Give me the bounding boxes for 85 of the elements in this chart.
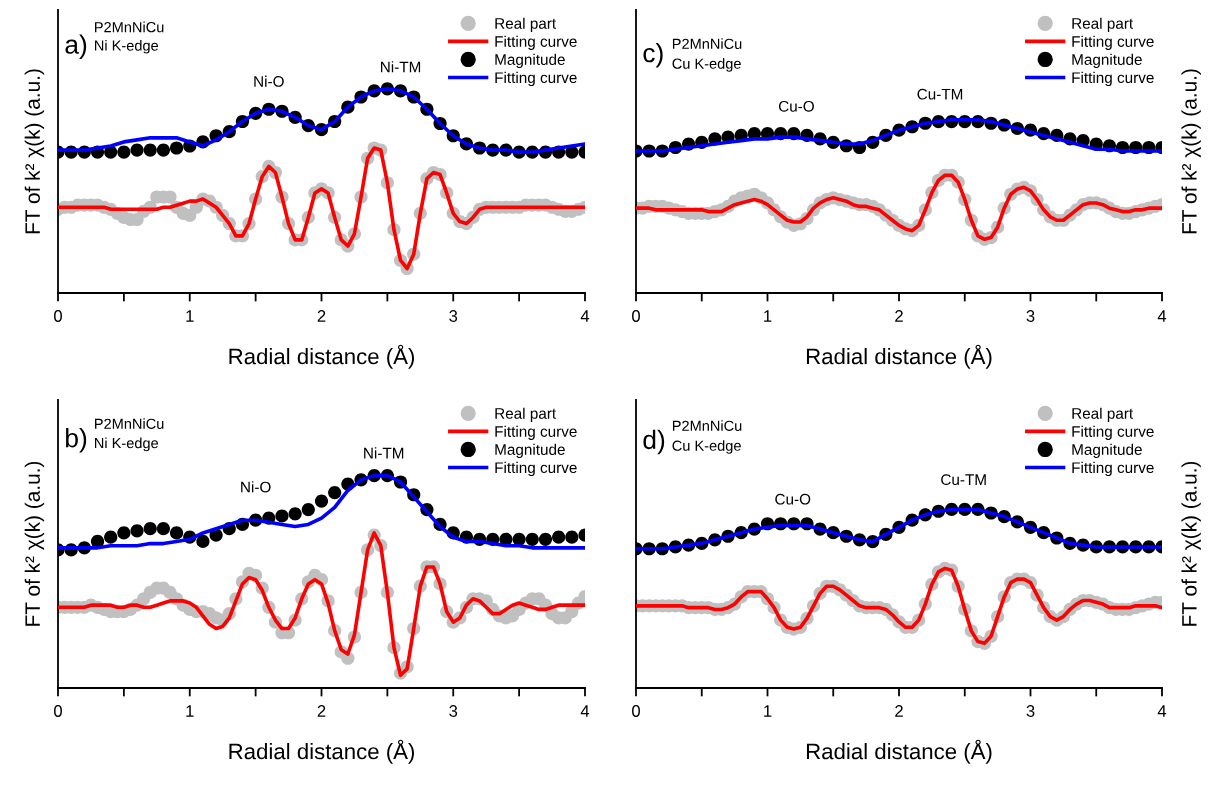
legend-label: Magnitude xyxy=(495,53,565,68)
x-tick-label: 0 xyxy=(632,310,640,322)
y-axis-title: FT of k² χ(k) (a.u.) xyxy=(1181,69,1201,234)
text: Cu-O xyxy=(778,100,814,112)
x-tick-label: 3 xyxy=(1026,310,1035,322)
text: Cu-TM xyxy=(941,474,986,486)
legend-label: Magnitude xyxy=(1072,53,1142,68)
x-tick-label: 2 xyxy=(317,310,326,322)
legend-label: Fitting curve xyxy=(495,461,577,477)
x-tick-label: 1 xyxy=(764,310,772,322)
point xyxy=(275,509,289,523)
legend-label: Fitting curve xyxy=(1072,425,1154,440)
point xyxy=(117,145,131,159)
text: Ni-TM xyxy=(381,61,421,73)
text: P2MnNiCu xyxy=(672,420,742,431)
point xyxy=(130,524,144,538)
x-tick-label: 3 xyxy=(449,705,458,717)
text: d) xyxy=(643,429,665,455)
legend-label: Real part xyxy=(1072,407,1134,422)
point xyxy=(196,534,210,549)
point xyxy=(552,530,566,544)
text: Ni-TM xyxy=(364,447,404,459)
annotation: Ni-O xyxy=(241,481,271,493)
legend-label: Magnitude xyxy=(495,443,565,458)
x-tick-label: 4 xyxy=(1157,310,1167,322)
point xyxy=(301,503,315,517)
y-axis-title: FT of k² χ(k) (a.u.) xyxy=(1181,461,1201,626)
legend-label: Real part xyxy=(1072,17,1134,32)
point xyxy=(117,526,131,540)
legend-label: Fitting curve xyxy=(1072,461,1154,477)
text: P2MnNiCu xyxy=(95,21,164,33)
point xyxy=(143,143,157,157)
x-tick-label: 0 xyxy=(632,705,640,717)
legend-label: Magnitude xyxy=(1072,443,1142,458)
text: Cu-O xyxy=(775,493,811,505)
legend-label: Fitting curve xyxy=(495,425,577,440)
text: Cu K-edge xyxy=(672,58,741,72)
x-axis-title: Radial distance (Å) xyxy=(806,739,992,764)
x-tick-label: 3 xyxy=(449,310,458,322)
legend-label: Real part xyxy=(495,407,557,422)
text: Ni K-edge xyxy=(95,39,159,54)
point xyxy=(328,486,342,500)
legend-label: Fitting curve xyxy=(1072,35,1154,50)
x-tick-label: 0 xyxy=(54,310,62,322)
legend-label: Fitting curve xyxy=(495,35,577,50)
point xyxy=(538,532,553,546)
point xyxy=(565,530,579,544)
x-axis-title: Radial distance (Å) xyxy=(806,344,992,369)
x-tick-label: 1 xyxy=(764,705,772,717)
text: P2MnNiCu xyxy=(672,38,742,50)
x-tick-label: 4 xyxy=(1157,705,1167,717)
x-tick-label: 1 xyxy=(186,310,194,322)
x-axis-title: Radial distance (Å) xyxy=(229,739,414,764)
text: a) xyxy=(65,34,87,60)
x-tick-label: 4 xyxy=(580,310,590,322)
point xyxy=(314,494,329,508)
text: P2MnNiCu xyxy=(95,418,164,429)
point xyxy=(143,522,157,536)
text: Ni K-edge xyxy=(95,437,159,452)
text: c) xyxy=(643,42,663,68)
point xyxy=(156,143,170,157)
x-tick-label: 3 xyxy=(1026,705,1035,717)
text: Cu-TM xyxy=(917,88,963,100)
x-tick-label: 1 xyxy=(186,705,194,717)
y-axis-title: FT of k² χ(k) (a.u.) xyxy=(24,69,45,234)
point xyxy=(169,141,184,155)
x-tick-label: 0 xyxy=(54,705,62,717)
y-axis-title: FT of k² χ(k) (a.u.) xyxy=(24,461,45,626)
x-axis-title: Radial distance (Å) xyxy=(229,344,414,369)
point xyxy=(169,526,184,540)
text: Cu K-edge xyxy=(672,440,741,454)
legend-label: Real part xyxy=(495,17,557,32)
legend-label: Fitting curve xyxy=(1072,71,1154,87)
x-tick-label: 2 xyxy=(317,705,326,717)
x-tick-label: 2 xyxy=(895,310,903,322)
text: b) xyxy=(66,428,87,453)
point xyxy=(104,530,118,544)
point xyxy=(525,532,539,546)
point xyxy=(130,143,144,157)
legend-label: Fitting curve xyxy=(495,71,577,87)
point xyxy=(288,507,302,521)
x-tick-label: 4 xyxy=(580,705,590,717)
x-tick-label: 2 xyxy=(895,705,903,717)
point xyxy=(156,522,170,536)
text: Ni-O xyxy=(254,75,284,87)
